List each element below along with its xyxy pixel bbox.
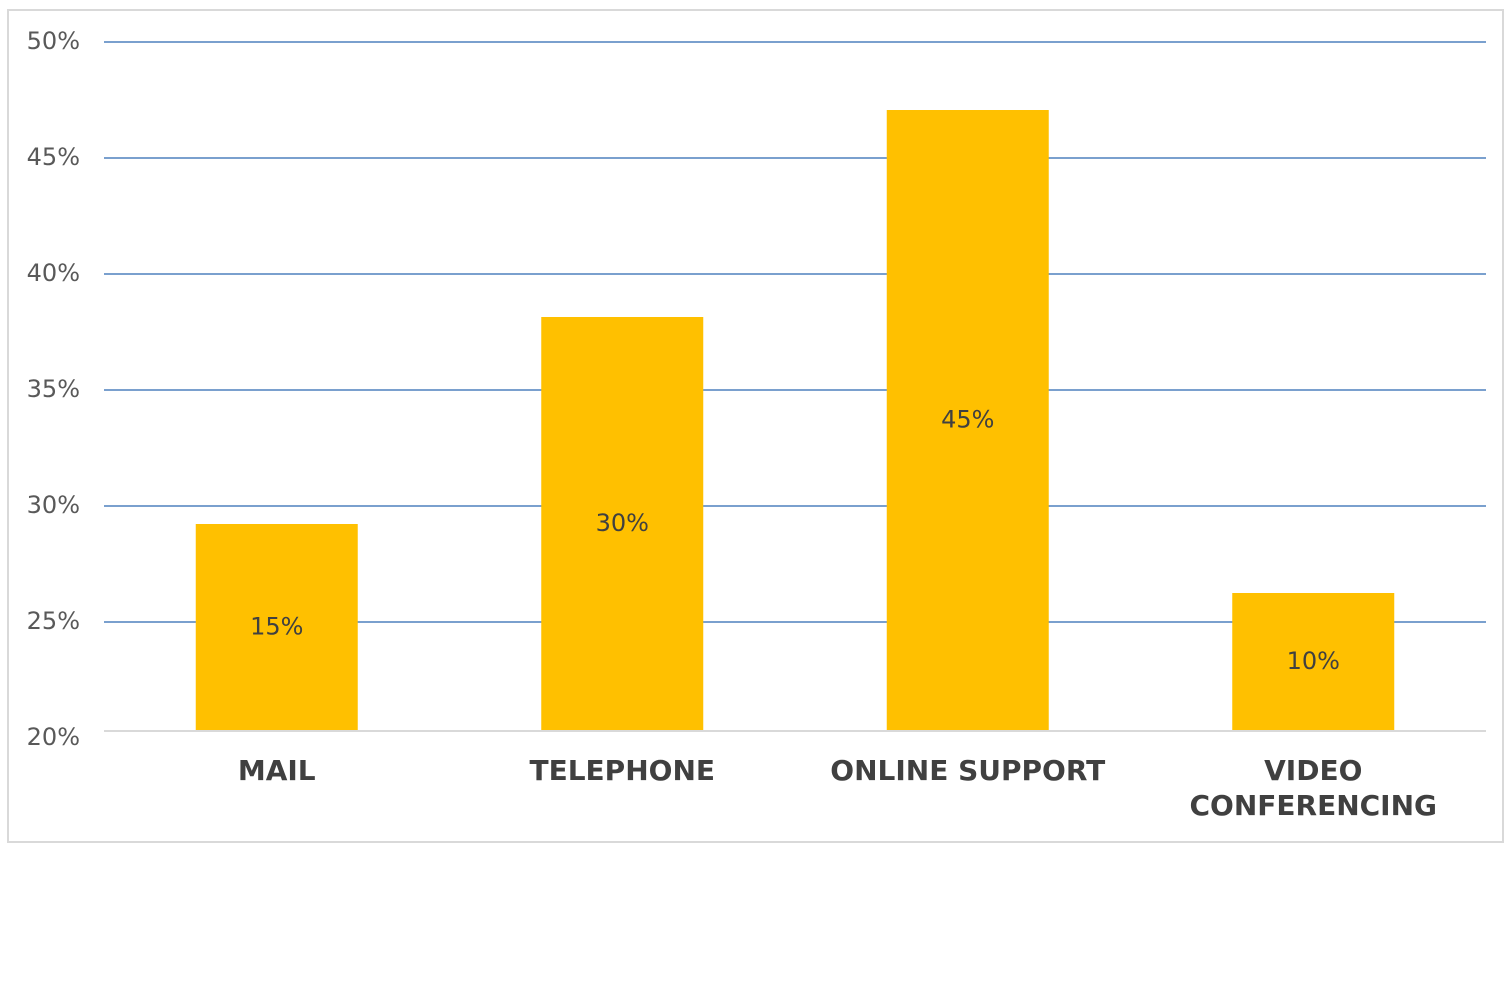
y-tick-label: 50% — [27, 27, 80, 55]
x-tick-label: TELEPHONE — [457, 753, 787, 788]
x-tick-label: VIDEO CONFERENCING — [1148, 753, 1478, 823]
y-tick-label: 40% — [27, 259, 80, 287]
chart: 20% 25% 30% 35% 40% 45% 50% 15% 30% 45% 10% — [0, 0, 1504, 1004]
data-label: 10% — [1287, 647, 1340, 675]
x-tick-label: MAIL — [112, 753, 442, 788]
y-tick-label: 45% — [27, 143, 80, 171]
y-tick-label: 35% — [27, 375, 80, 403]
data-label: 15% — [250, 613, 303, 641]
x-tick-label: ONLINE SUPPORT — [803, 753, 1133, 788]
page: 20% 25% 30% 35% 40% 45% 50% 15% 30% 45% 10% MAIL TE… — [0, 0, 1504, 1004]
data-label: 30% — [596, 509, 649, 537]
y-tick-label: 20% — [27, 723, 80, 751]
y-tick-label: 25% — [27, 607, 80, 635]
y-tick-label: 30% — [27, 491, 80, 519]
data-label: 45% — [941, 406, 994, 434]
